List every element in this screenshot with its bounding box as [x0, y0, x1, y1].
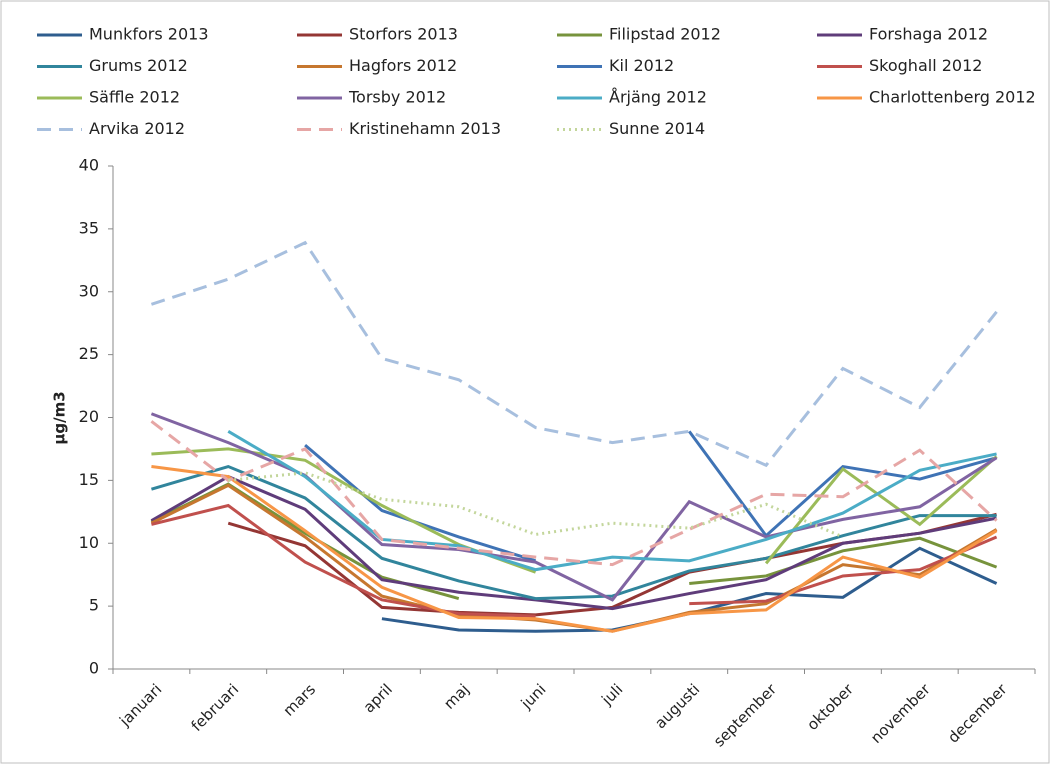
legend-label: Skoghall 2012 [869, 56, 982, 75]
series-line [151, 503, 998, 618]
y-tick-label: 5 [89, 596, 99, 615]
legend-label: Filipstad 2012 [609, 25, 721, 44]
y-tick-label: 30 [79, 281, 99, 300]
series-line [150, 420, 998, 567]
legend-label: Torsby 2012 [348, 88, 446, 107]
y-tick-label: 0 [89, 659, 99, 678]
legend-label: Hagfors 2012 [349, 56, 457, 75]
y-tick-label: 10 [79, 533, 99, 552]
y-tick-label: 20 [79, 407, 99, 426]
legend-label: Grums 2012 [89, 56, 188, 75]
legend-label: Arvika 2012 [89, 119, 185, 138]
series-line [150, 240, 998, 468]
y-axis-label: µg/m3 [51, 391, 69, 444]
series-line [150, 474, 997, 611]
y-tick-label: 25 [79, 344, 99, 363]
y-tick-label: 15 [79, 470, 99, 489]
legend-label: Charlottenberg 2012 [869, 88, 1036, 107]
legend-label: Munkfors 2013 [89, 25, 209, 44]
series-line [151, 465, 998, 633]
y-tick-label: 35 [79, 218, 99, 237]
legend-label: Sunne 2014 [609, 119, 705, 138]
legend-label: Storfors 2013 [349, 25, 458, 44]
series-line [227, 430, 997, 572]
y-tick-label: 40 [79, 156, 99, 175]
series-line [150, 464, 997, 601]
legend-label: Forshaga 2012 [869, 25, 988, 44]
legend-label: Kristinehamn 2013 [349, 119, 501, 138]
legend-label: Kil 2012 [609, 56, 674, 75]
legend-label: Säffle 2012 [89, 88, 180, 107]
legend-label: Årjäng 2012 [609, 88, 707, 107]
